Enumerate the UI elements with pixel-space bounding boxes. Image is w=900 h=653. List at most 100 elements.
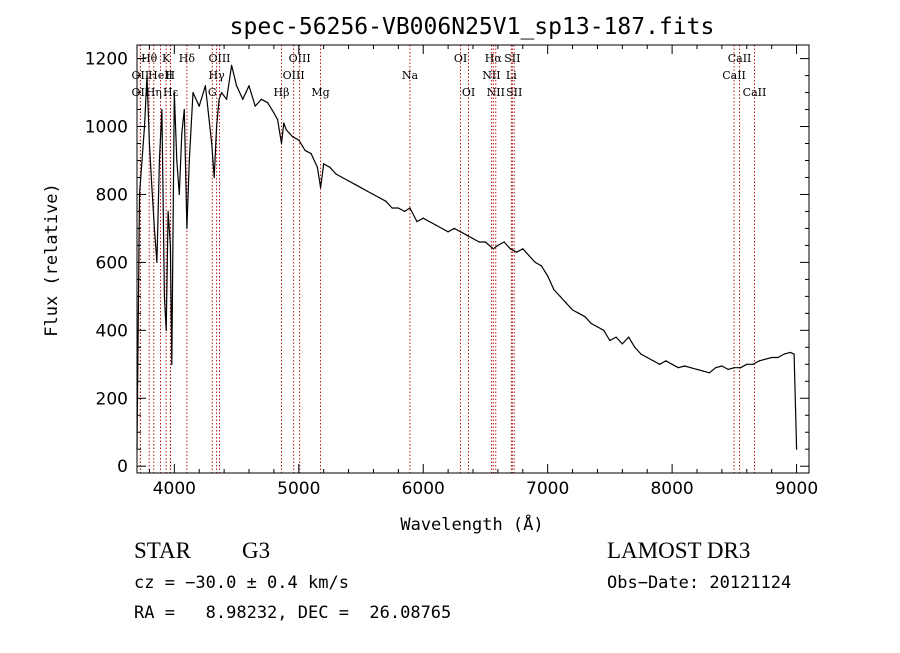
y-tick-label-3: 600 <box>96 253 128 273</box>
data-point-122 <box>771 356 773 359</box>
data-point-17 <box>176 159 178 162</box>
data-point-16 <box>173 91 175 94</box>
data-point-102 <box>646 356 648 359</box>
chart-title: spec-56256-VB006N25V1_sp13-187.fits <box>230 14 715 40</box>
data-point-19 <box>181 132 183 134</box>
data-point-82 <box>522 248 524 250</box>
data-point-5 <box>148 142 151 145</box>
line-label-6: Hε <box>163 86 179 99</box>
x-tick-label-2: 6000 <box>402 479 445 499</box>
data-point-111 <box>702 370 704 372</box>
data-point-62 <box>397 207 399 209</box>
data-point-33 <box>235 85 238 87</box>
y-axis-label: Flux (relative) <box>42 183 62 337</box>
data-point-70 <box>447 231 449 233</box>
line-label-3: Hη <box>146 86 162 99</box>
emission-line-markers <box>139 45 755 473</box>
data-point-21 <box>186 227 188 230</box>
data-point-118 <box>746 363 748 365</box>
data-point-20 <box>183 108 185 111</box>
data-point-31 <box>226 98 228 100</box>
data-point-50 <box>323 163 325 165</box>
data-point-66 <box>422 217 424 219</box>
data-point-121 <box>764 358 767 360</box>
data-point-73 <box>466 234 468 236</box>
data-point-79 <box>503 241 505 243</box>
data-point-49 <box>319 187 322 189</box>
x-tick-label-5: 9000 <box>775 479 818 499</box>
data-point-100 <box>634 346 636 348</box>
data-point-18 <box>178 193 180 196</box>
data-point-81 <box>515 251 518 253</box>
line-label-15: Mg <box>311 86 329 99</box>
line-label-16: Na <box>402 69 419 82</box>
data-point-37 <box>260 98 263 100</box>
data-point-108 <box>683 365 686 367</box>
redshift-text: cz = −30.0 ± 0.4 km/s <box>134 573 349 593</box>
data-point-75 <box>478 241 480 243</box>
line-label-21: NII <box>487 86 505 99</box>
y-tick-label-0: 0 <box>117 457 128 477</box>
object-class: STAR <box>134 538 191 563</box>
data-point-88 <box>559 295 561 297</box>
y-tick-label-5: 1000 <box>85 118 128 138</box>
data-point-23 <box>192 91 194 94</box>
data-point-46 <box>304 149 306 151</box>
data-point-60 <box>385 200 387 202</box>
data-point-53 <box>341 176 343 179</box>
data-point-14 <box>169 244 171 247</box>
data-point-29 <box>218 98 220 100</box>
data-point-127 <box>795 448 798 450</box>
data-point-91 <box>578 312 580 314</box>
data-point-78 <box>497 244 499 247</box>
data-point-61 <box>391 207 393 209</box>
data-point-106 <box>671 363 673 365</box>
data-point-43 <box>285 129 287 131</box>
spectral-subclass: G3 <box>242 538 271 563</box>
obs-date: Obs−Date: 20121124 <box>607 573 792 593</box>
data-point-8 <box>156 261 158 263</box>
data-point-76 <box>484 241 487 243</box>
data-point-28 <box>216 125 218 128</box>
data-point-101 <box>640 353 642 355</box>
y-tick-label-2: 400 <box>96 321 128 341</box>
y-tick-label-4: 800 <box>96 185 128 205</box>
data-point-30 <box>221 91 223 94</box>
line-label-17: OI <box>454 52 467 65</box>
data-point-36 <box>254 105 256 107</box>
line-label-20: NII <box>482 69 500 82</box>
data-point-86 <box>547 275 549 277</box>
data-point-92 <box>584 316 586 318</box>
line-label-9: OIII <box>208 52 230 65</box>
data-point-38 <box>267 102 269 104</box>
data-point-69 <box>441 227 443 230</box>
data-point-107 <box>677 367 679 369</box>
x-axis-label: Wavelength (Å) <box>400 513 543 535</box>
data-point-9 <box>158 159 160 162</box>
line-label-11: G <box>208 86 217 99</box>
data-point-94 <box>596 326 599 328</box>
data-point-114 <box>721 365 723 367</box>
data-point-116 <box>733 367 735 369</box>
data-point-25 <box>204 85 207 87</box>
data-point-2 <box>141 159 143 162</box>
data-point-124 <box>783 353 785 355</box>
data-point-123 <box>777 356 779 359</box>
data-point-105 <box>665 360 667 362</box>
data-point-22 <box>188 159 190 162</box>
y-tick-label-6: 1200 <box>85 50 128 70</box>
data-point-74 <box>472 238 474 240</box>
line-label-18: OI <box>462 86 475 99</box>
line-label-25: CaII <box>728 52 752 65</box>
line-label-8: H <box>166 69 176 82</box>
data-point-52 <box>335 173 337 175</box>
data-point-44 <box>291 136 294 138</box>
data-point-98 <box>621 343 623 345</box>
data-point-63 <box>403 210 406 213</box>
data-point-103 <box>652 360 655 362</box>
line-label-24: SII <box>506 86 522 99</box>
line-label-4: K <box>162 52 171 65</box>
line-label-27: CaII <box>743 86 767 99</box>
